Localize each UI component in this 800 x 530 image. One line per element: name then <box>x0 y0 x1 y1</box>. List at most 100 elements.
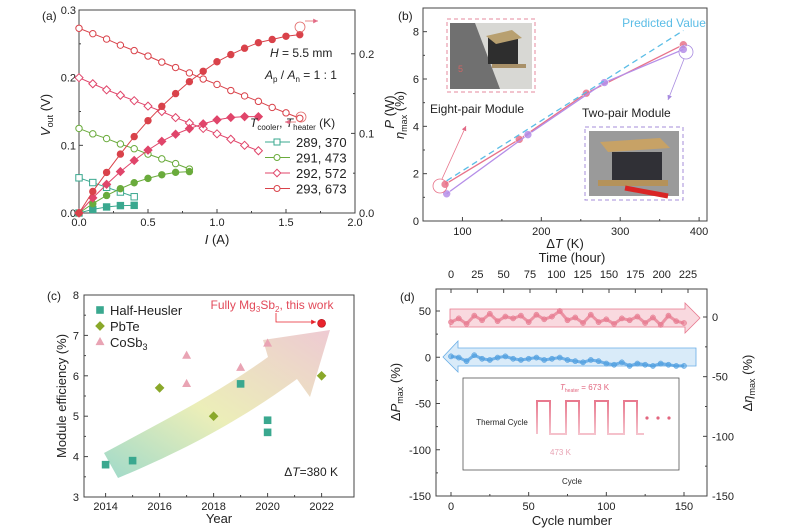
cosb3-point <box>182 378 192 388</box>
panel-d-label: (d) <box>400 290 415 304</box>
top-x-tick-label: 175 <box>626 269 644 281</box>
ellipsis-dot <box>645 416 649 420</box>
this-work-point <box>317 318 326 328</box>
data-point <box>634 360 641 367</box>
power-point <box>102 203 111 211</box>
inset-title: Thermal Cycle <box>476 418 528 427</box>
data-point <box>442 189 451 199</box>
data-point <box>549 355 555 362</box>
data-point <box>448 353 454 360</box>
half-heusler-point <box>128 456 137 465</box>
power-point <box>130 201 138 210</box>
voltage-point <box>75 124 83 133</box>
y-tick-label: 3 <box>73 492 79 504</box>
panel-b-plot-frame <box>422 7 708 222</box>
data-point <box>650 363 656 369</box>
voltage-point <box>143 101 153 111</box>
data-point <box>580 359 586 366</box>
voltage-point <box>268 103 276 112</box>
data-point <box>657 322 664 328</box>
x-tick-label: 50 <box>523 501 535 513</box>
x-tick-label: 2018 <box>201 501 225 513</box>
right-y-tick-label: 0 <box>712 312 718 324</box>
power-point <box>89 187 97 196</box>
y-tick-label: 0.3 <box>61 5 76 17</box>
panel-c: (c) 2014 2016 2018 2020 2022 3 4 5 6 7 8 Half-Heus… <box>47 289 355 526</box>
top-x-tick-label: 0 <box>448 269 454 281</box>
data-point <box>626 363 633 369</box>
power-point <box>198 119 208 129</box>
data-point <box>587 357 594 363</box>
panel-d-y-axis-label: ΔPmax (%) <box>388 363 405 421</box>
eight-pair-module-label: Eight-pair Module <box>430 102 524 116</box>
right-y-tick-label: -100 <box>712 431 734 443</box>
inset-high-temp-label: Theater = 673 K <box>560 383 610 394</box>
voltage-point <box>158 58 166 66</box>
legend-label: CoSb3 <box>110 335 148 352</box>
x-tick-label: 100 <box>453 226 471 238</box>
voltage-point <box>130 145 138 153</box>
x-tick-label: 0 <box>448 501 454 513</box>
legend-marker <box>273 138 281 146</box>
panel-a-series <box>74 24 304 218</box>
panel-a-legend-title: Tcooler, Theater (K) <box>250 116 335 132</box>
data-point <box>642 361 649 368</box>
top-x-tick-label: 125 <box>573 269 591 281</box>
voltage-point <box>185 69 194 77</box>
thermal-cycle-inset: Thermal Cycle Theater = 673 K 473 K Cycl… <box>462 377 680 486</box>
panel-a-area-ratio-annotation: Ap / An = 1 : 1 <box>264 68 337 84</box>
line-eight-pair-module <box>444 44 684 185</box>
power-point <box>116 150 125 158</box>
data-point <box>502 353 509 360</box>
y-tick-label: 6 <box>73 371 79 383</box>
panel-a-power-indicator-circle <box>294 21 306 33</box>
top-x-tick-label: 75 <box>524 269 536 281</box>
y-tick-label: 0.1 <box>61 140 76 152</box>
power-point <box>170 129 181 139</box>
top-x-tick-label: 50 <box>498 269 510 281</box>
legend-label: 293, 673 <box>296 182 347 197</box>
voltage-point <box>101 85 112 95</box>
panel-a-voltage-indicator-circle <box>295 111 307 123</box>
power-point <box>130 132 138 141</box>
y-tick-label: 4 <box>73 452 79 464</box>
data-point <box>626 317 633 324</box>
voltage-point <box>144 52 152 60</box>
voltage-point <box>74 72 84 83</box>
data-point <box>479 355 485 362</box>
x-tick-label: 0.5 <box>140 217 155 229</box>
panel-d-ticks: 0 50 100 150 0 25 50 75 100 125 150 175 200 225 -150 -1… <box>409 269 734 513</box>
panel-d-top-axis-label: Time (hour) <box>539 250 606 265</box>
legend-label: Half-Heusler <box>110 303 183 318</box>
power-point <box>253 111 264 122</box>
data-point <box>556 354 563 361</box>
power-point <box>102 168 111 177</box>
voltage-point <box>240 92 249 100</box>
pbte-point <box>154 383 165 393</box>
power-point <box>213 58 221 66</box>
data-point <box>455 354 462 361</box>
x-tick-label: 100 <box>597 501 615 513</box>
voltage-point <box>116 140 125 148</box>
panel-b-x-axis-label: ΔT (K) <box>546 236 584 251</box>
voltage-point <box>239 140 250 151</box>
power-point <box>116 201 125 210</box>
y-tick-label: 0.2 <box>61 73 76 85</box>
power-point <box>185 167 194 176</box>
x-tick-label: 2022 <box>309 501 333 513</box>
voltage-point <box>157 106 167 117</box>
data-point <box>486 357 493 363</box>
right-y-tick-label: 0.0 <box>359 208 374 220</box>
cosb3-point <box>263 338 273 347</box>
x-tick-label: 2014 <box>93 501 117 513</box>
panel-b-ticks: 100 200 300 400 0 2 4 6 8 <box>413 27 708 238</box>
panel-d-series <box>448 308 687 369</box>
data-point <box>657 360 664 367</box>
voltage-point <box>199 75 207 83</box>
y-tick-label: 0 <box>425 352 431 364</box>
ellipsis-dot <box>656 416 660 420</box>
data-point <box>549 313 555 320</box>
data-point <box>471 312 478 319</box>
voltage-point <box>129 95 139 106</box>
